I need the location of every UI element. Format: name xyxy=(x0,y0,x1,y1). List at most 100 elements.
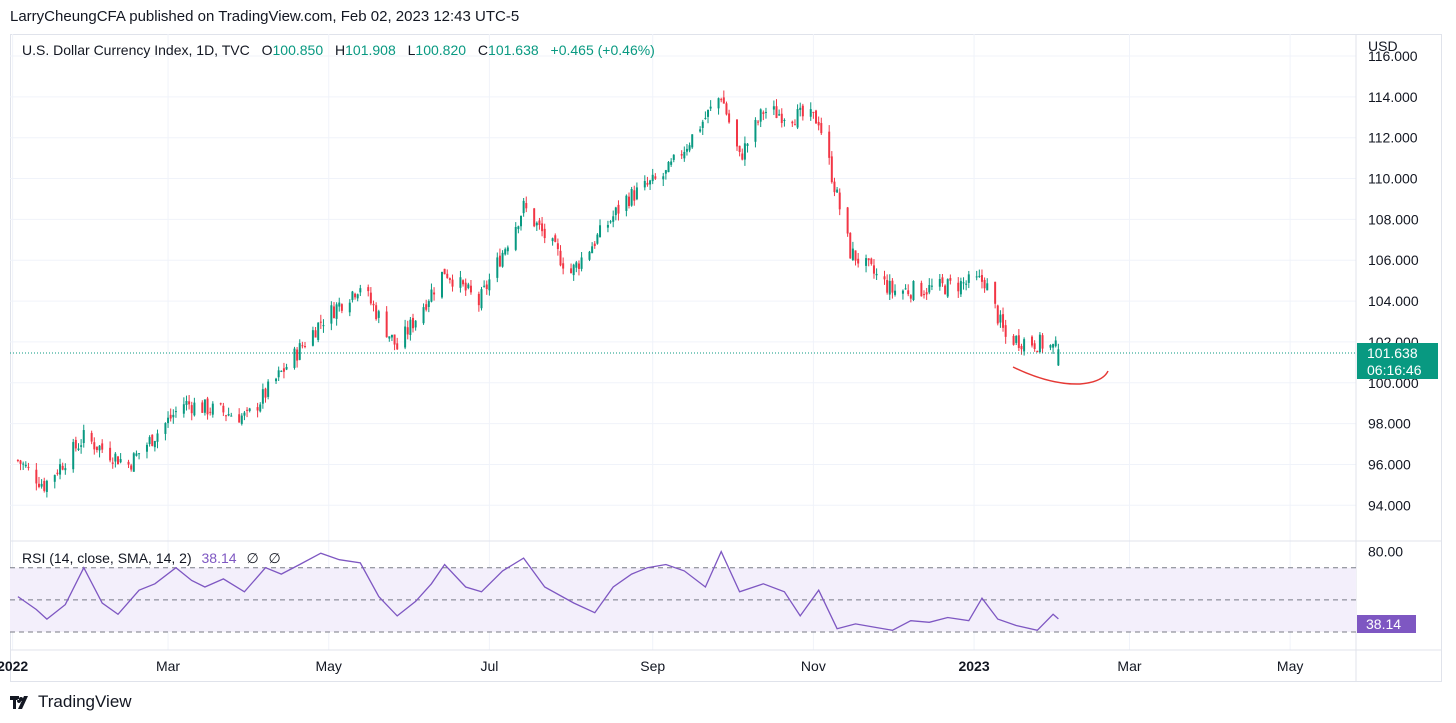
time-tick-label: May xyxy=(315,658,341,674)
bar-countdown: 06:16:46 xyxy=(1367,362,1422,378)
candle-body xyxy=(227,414,230,416)
rsi-title[interactable]: RSI (14, close, SMA, 14, 2) xyxy=(22,550,192,566)
candle-body xyxy=(404,326,407,348)
candle-body xyxy=(93,442,96,450)
candle-body xyxy=(367,287,370,292)
currency-label[interactable]: USD xyxy=(1368,38,1398,54)
candle-body xyxy=(1015,335,1018,343)
candle-body xyxy=(385,311,388,338)
time-tick-label: 2023 xyxy=(958,658,989,674)
candle-body xyxy=(754,119,757,142)
candle-body xyxy=(851,248,854,260)
time-tick-label: Sep xyxy=(640,658,665,674)
candle-body xyxy=(554,235,557,242)
candle-body xyxy=(743,143,746,160)
candle-body xyxy=(203,399,206,413)
high-label: H xyxy=(335,42,346,58)
candle-body xyxy=(311,330,314,346)
symbol-label[interactable]: U.S. Dollar Currency Index, 1D, TVC xyxy=(22,42,250,58)
candle-body xyxy=(577,263,580,269)
candle-body xyxy=(209,411,212,413)
candle-body xyxy=(867,258,870,261)
candle-body xyxy=(172,414,175,418)
candle-body xyxy=(264,388,267,398)
candle-body xyxy=(741,153,744,160)
candle-body xyxy=(612,216,615,222)
candle-body xyxy=(870,258,873,264)
candle-body xyxy=(830,156,833,183)
candle-body xyxy=(791,121,794,124)
candle-body xyxy=(949,278,952,281)
candle-body xyxy=(836,189,839,193)
time-tick-label: Mar xyxy=(1117,658,1141,674)
candle-body xyxy=(635,187,638,200)
candle-body xyxy=(599,225,602,238)
candle-body xyxy=(796,109,799,128)
candle-body xyxy=(1012,335,1015,345)
close-label: C xyxy=(477,42,489,58)
candle-body xyxy=(707,109,710,117)
candle-body xyxy=(759,109,762,122)
price-tick-label: 108.000 xyxy=(1368,211,1419,227)
candle-body xyxy=(377,311,380,318)
candle-body xyxy=(80,445,83,447)
candle-body xyxy=(688,145,691,151)
candle-body xyxy=(116,456,119,465)
candle-body xyxy=(280,370,283,372)
candle-body xyxy=(59,464,62,475)
candle-body xyxy=(543,228,546,239)
candle-body xyxy=(722,97,725,104)
candle-body xyxy=(575,262,578,268)
candle-body xyxy=(282,368,285,372)
candle-body xyxy=(1002,314,1005,328)
candle-body xyxy=(224,415,227,417)
candle-body xyxy=(95,446,98,450)
candle-body xyxy=(1020,345,1023,350)
candle-body xyxy=(446,273,449,278)
candle-body xyxy=(838,192,841,210)
last-price-tag: 101.638 06:16:46 xyxy=(1357,343,1438,379)
price-tick-label: 94.000 xyxy=(1368,497,1411,513)
candle-body xyxy=(348,302,351,313)
candle-body xyxy=(82,430,85,444)
candle-body xyxy=(422,307,425,324)
candle-body xyxy=(77,448,80,451)
candle-body xyxy=(164,423,167,434)
rsi-na-2: ∅ xyxy=(268,550,281,566)
candle-body xyxy=(53,475,56,482)
price-tick-label: 98.000 xyxy=(1368,416,1411,432)
candle-body xyxy=(277,370,280,378)
publish-line: LarryCheungCFA published on TradingView.… xyxy=(10,8,520,25)
candle-body xyxy=(351,291,354,300)
time-tick-label: Nov xyxy=(801,658,826,674)
candle-body xyxy=(16,459,19,461)
candle-body xyxy=(925,292,928,295)
candle-body xyxy=(1033,343,1036,350)
grid-lines xyxy=(10,34,1442,682)
candle-body xyxy=(451,279,454,287)
candle-body xyxy=(593,243,596,246)
candle-body xyxy=(588,251,591,260)
candle-body xyxy=(64,468,67,471)
candle-body xyxy=(322,325,325,327)
candle-body xyxy=(780,113,783,123)
candle-body xyxy=(520,215,523,227)
candle-body xyxy=(962,282,965,284)
candle-body xyxy=(559,250,562,266)
time-tick-label: Jul xyxy=(480,658,498,674)
candle-body xyxy=(701,121,704,128)
candle-body xyxy=(504,249,507,255)
candle-body xyxy=(894,290,897,295)
candle-body xyxy=(219,403,222,405)
candle-body xyxy=(56,472,59,475)
candle-body xyxy=(828,131,831,158)
candle-body xyxy=(1038,334,1041,353)
candle-body xyxy=(946,279,949,297)
candle-body xyxy=(275,378,278,382)
candle-body xyxy=(135,453,138,456)
candle-body xyxy=(301,345,304,347)
candle-body xyxy=(74,439,77,449)
candle-body xyxy=(246,409,249,411)
tradingview-brand[interactable]: TradingView xyxy=(10,692,132,712)
